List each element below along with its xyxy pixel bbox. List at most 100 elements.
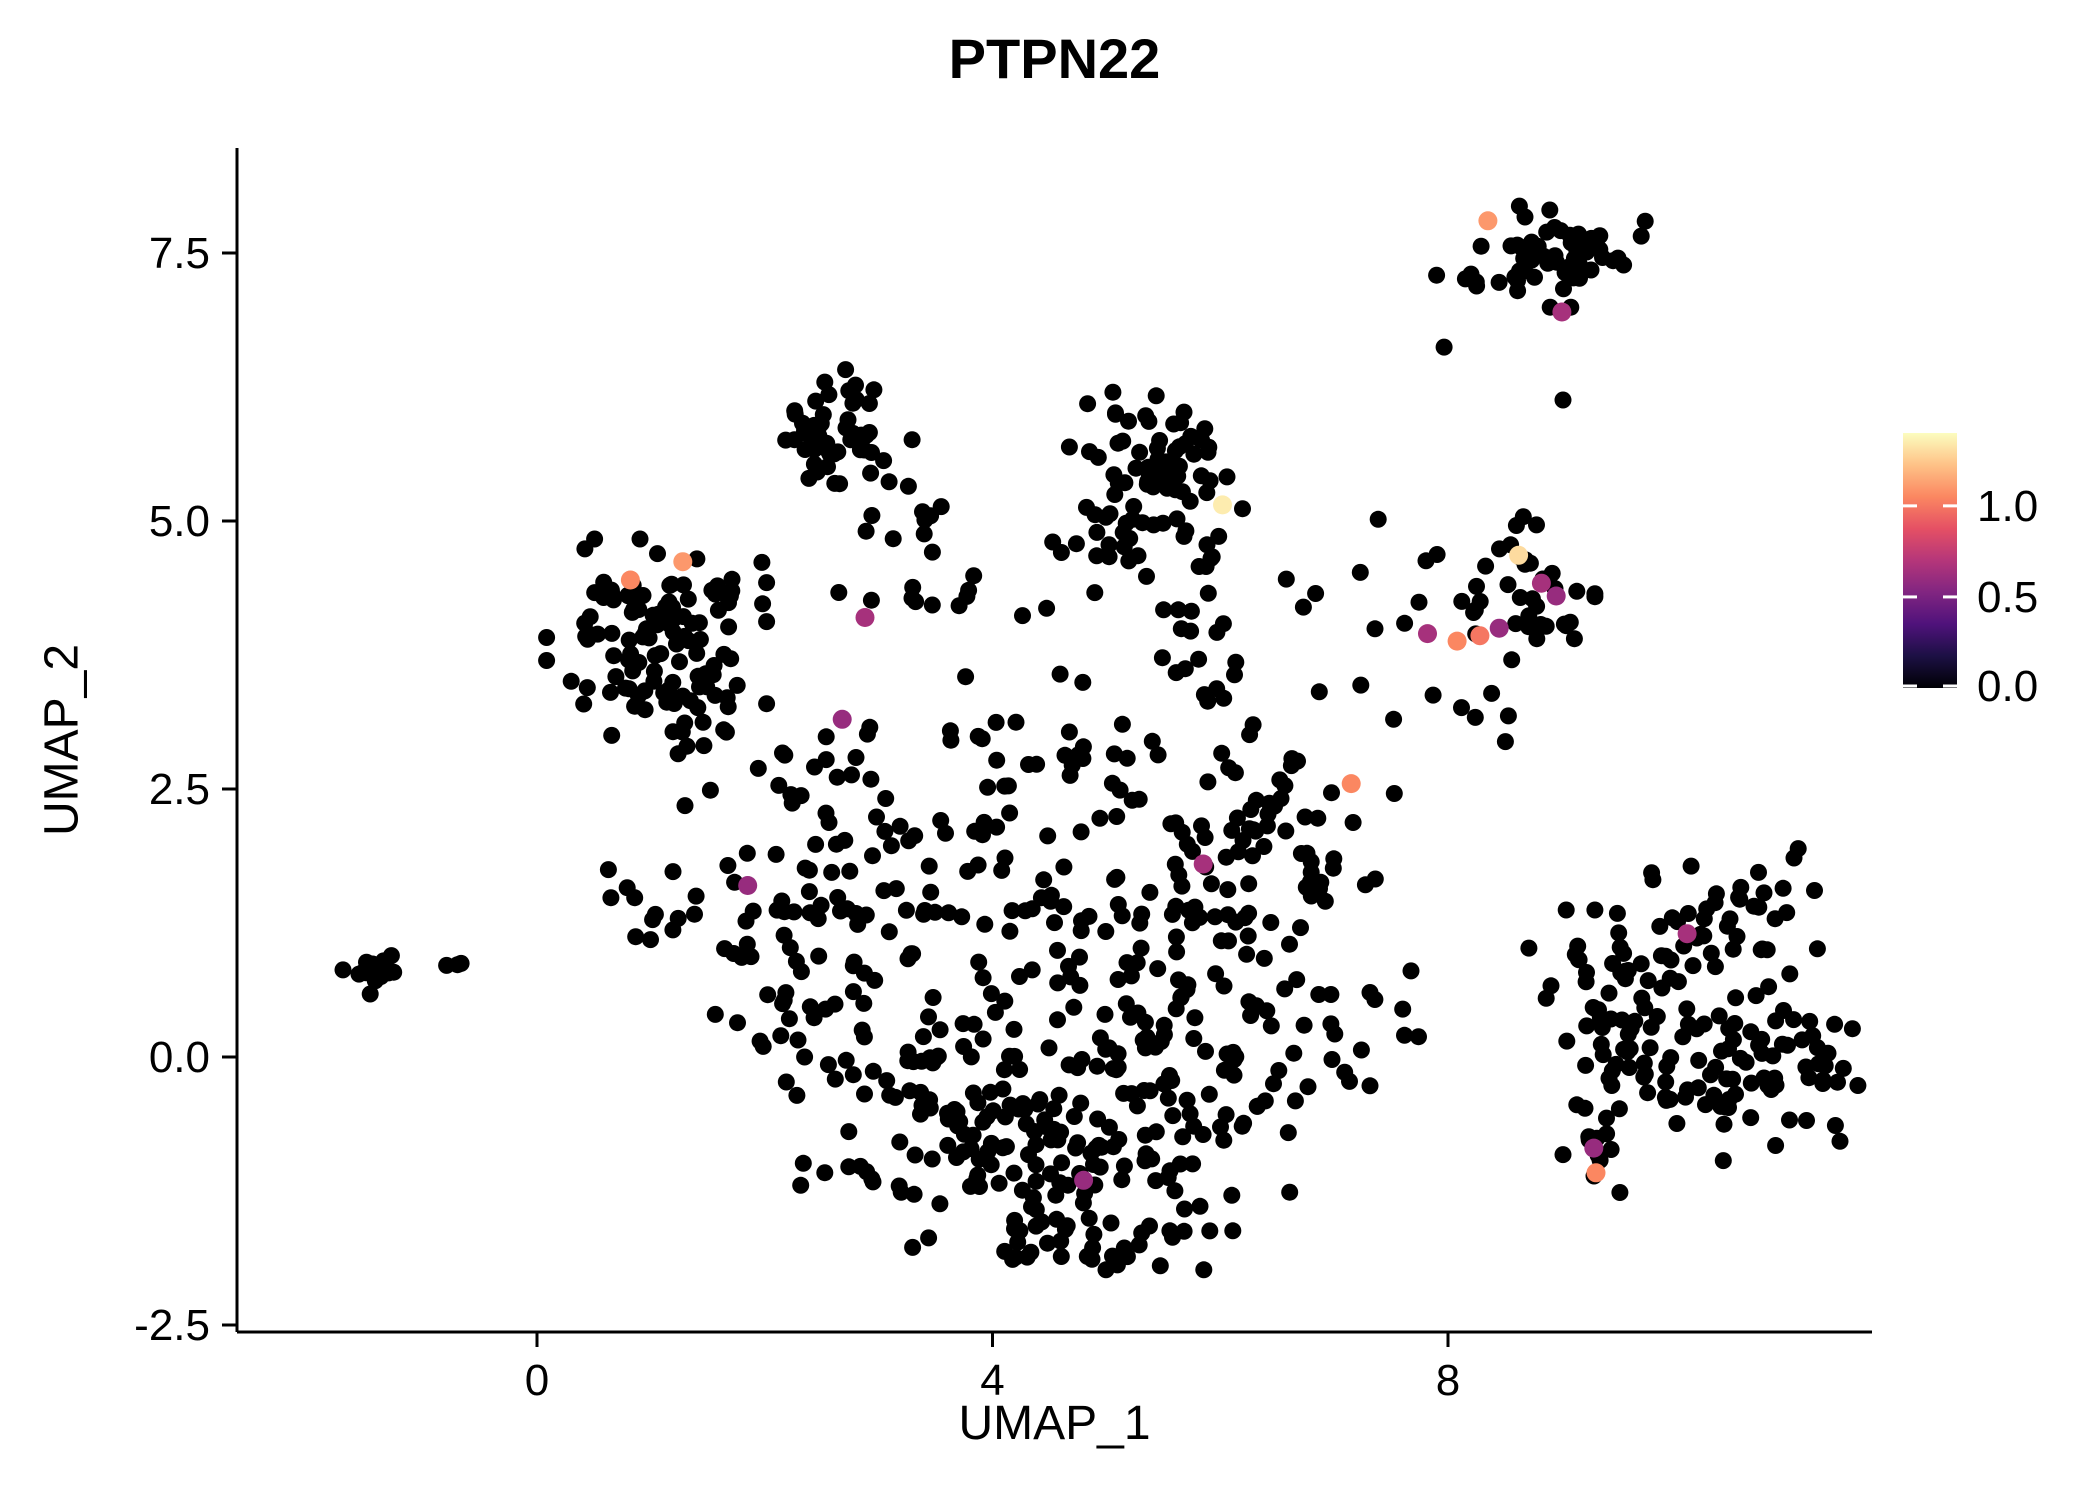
- scatter-point: [830, 584, 848, 601]
- scatter-point: [1724, 1070, 1742, 1088]
- scatter-point: [1528, 621, 1545, 639]
- scatter-point: [996, 849, 1014, 867]
- scatter-point: [1172, 988, 1190, 1006]
- scatter-point: [1610, 1100, 1628, 1118]
- scatter-point: [1223, 821, 1241, 839]
- scatter-point: [1164, 1228, 1181, 1246]
- scatter-point: [1826, 1015, 1844, 1033]
- scatter-point: [715, 645, 733, 663]
- scatter-point: [1167, 897, 1185, 915]
- colorbar-gradient: [1903, 433, 1957, 688]
- scatter-point: [1258, 1002, 1276, 1020]
- scatter-point: [816, 1164, 834, 1182]
- scatter-point: [958, 587, 976, 605]
- scatter-point: [586, 584, 604, 602]
- scatter-point: [923, 543, 941, 561]
- colorbar-tick-label: 0.5: [1977, 573, 2038, 622]
- scatter-point: [1468, 577, 1485, 595]
- scatter-point: [1843, 1020, 1861, 1038]
- scatter-point: [781, 939, 799, 957]
- scatter-point: [1366, 870, 1384, 888]
- scatter-point: [1341, 1072, 1358, 1090]
- scatter-point: [1602, 1141, 1620, 1158]
- scatter-point: [1001, 922, 1019, 940]
- scatter-point: [1210, 527, 1228, 545]
- scatter-point: [1695, 1015, 1713, 1033]
- scatter-point: [1149, 746, 1167, 764]
- scatter-point: [1144, 478, 1162, 496]
- scatter-point: [1747, 987, 1765, 1005]
- scatter-point: [688, 550, 706, 568]
- scatter-point: [1453, 699, 1470, 717]
- scatter-point: [1639, 972, 1657, 990]
- scatter-point: [1706, 958, 1724, 976]
- scatter-point: [780, 1010, 798, 1028]
- scatter-point: [1168, 943, 1186, 961]
- scatter-point: [862, 464, 880, 482]
- scatter-point: [838, 900, 856, 918]
- scatter-point: [948, 1149, 965, 1166]
- scatter-point: [1022, 1243, 1040, 1261]
- scatter-point: [858, 725, 876, 743]
- scatter-point: [1104, 383, 1122, 401]
- scatter-point: [851, 1157, 869, 1175]
- scatter-point: [860, 395, 878, 412]
- scatter-point: [1117, 995, 1135, 1013]
- scatter-point: [775, 991, 793, 1009]
- scatter-point: [773, 892, 791, 910]
- scatter-point: [844, 983, 862, 1001]
- scatter-point: [1191, 1197, 1209, 1215]
- scatter-point: [1297, 878, 1315, 896]
- scatter-point: [1215, 689, 1233, 707]
- scatter-point: [904, 1053, 922, 1071]
- scatter-point: [1369, 510, 1387, 528]
- scatter-point: [1499, 707, 1517, 725]
- scatter-point: [1586, 588, 1604, 606]
- scatter-point: [823, 863, 841, 881]
- scatter-point: [1619, 1043, 1636, 1061]
- scatter-point: [1322, 986, 1340, 1003]
- scatter-point: [1633, 989, 1651, 1007]
- y-tick-label: 0.0: [149, 1033, 210, 1082]
- scatter-point: [1262, 1017, 1280, 1035]
- scatter-point: [826, 995, 844, 1013]
- scatter-point: [1147, 1172, 1165, 1190]
- scatter-point: [1577, 973, 1595, 991]
- scatter-point: [1541, 201, 1559, 219]
- scatter-point: [1285, 1044, 1303, 1062]
- scatter-point: [1849, 1077, 1867, 1094]
- expression-point: [1677, 924, 1697, 944]
- scatter-point: [1118, 749, 1136, 767]
- scatter-point: [1086, 506, 1104, 524]
- scatter-point: [729, 1014, 746, 1032]
- scatter-point: [1226, 764, 1244, 782]
- scatter-point: [1311, 880, 1328, 898]
- scatter-point: [1044, 533, 1062, 551]
- scatter-point: [1003, 902, 1021, 920]
- scatter-point: [1255, 838, 1273, 855]
- scatter-point: [1166, 1182, 1184, 1200]
- scatter-point: [334, 961, 352, 979]
- scatter-point: [1385, 785, 1403, 802]
- scatter-point: [620, 631, 638, 649]
- scatter-point: [1281, 935, 1298, 953]
- colorbar-tick-label: 1.0: [1977, 482, 2038, 531]
- scatter-point: [664, 863, 682, 881]
- scatter-point: [719, 857, 737, 874]
- scatter-point: [1005, 1164, 1023, 1182]
- scatter-point: [1582, 261, 1600, 279]
- scatter-point: [1503, 651, 1521, 669]
- scatter-point: [970, 953, 988, 971]
- scatter-point: [1028, 755, 1046, 773]
- scatter-point: [1558, 1032, 1576, 1050]
- scatter-point: [758, 613, 776, 631]
- scatter-point: [1208, 623, 1226, 641]
- scatter-point: [1172, 414, 1190, 432]
- scatter-point: [1292, 919, 1309, 937]
- scatter-point: [1496, 733, 1514, 751]
- scatter-point: [1131, 443, 1149, 461]
- scatter-point: [1661, 1090, 1679, 1108]
- scatter-point: [1302, 863, 1320, 881]
- expression-point: [855, 608, 875, 627]
